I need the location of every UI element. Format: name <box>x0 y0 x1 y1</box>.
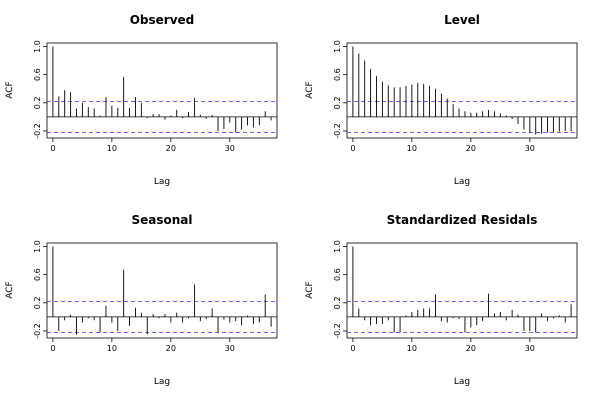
y-tick-label: 0.2 <box>33 296 42 309</box>
panel-seasonal: Seasonal ACF Lag -0.2 0.2 0.6 1.0 0 10 20 30 <box>5 213 278 387</box>
plot-area: -0.2 0.2 0.6 1.0 0 10 20 30 <box>333 40 578 153</box>
panel-title: Level <box>444 13 480 27</box>
plot-frame <box>346 42 578 139</box>
y-tick-label: -0.2 <box>33 123 42 139</box>
panel-title: Observed <box>130 13 195 27</box>
y-tick-label: 1.0 <box>33 240 42 253</box>
plot-area: -0.2 0.2 0.6 1.0 0 10 20 30 <box>33 40 278 153</box>
y-tick-label: -0.2 <box>333 323 342 339</box>
y-tick-label: -0.2 <box>333 123 342 139</box>
y-axis-label: ACF <box>305 281 315 298</box>
y-axis-label: ACF <box>5 281 15 298</box>
y-tick-label: 1.0 <box>33 40 42 53</box>
x-tick-label: 30 <box>225 144 235 153</box>
plot-frame <box>46 242 278 339</box>
x-tick-label: 20 <box>166 144 176 153</box>
x-tick-label: 30 <box>525 344 535 353</box>
x-tick-label: 10 <box>407 344 417 353</box>
panel-level: Level ACF Lag -0.2 0.2 0.6 1.0 0 10 20 30 <box>305 13 578 187</box>
x-tick-label: 20 <box>466 344 476 353</box>
x-axis-label: Lag <box>454 177 470 187</box>
panel-title: Standardized Residals <box>387 213 538 227</box>
y-tick-label: 0.2 <box>33 96 42 109</box>
x-tick-label: 30 <box>225 344 235 353</box>
y-tick-label: -0.2 <box>33 323 42 339</box>
x-tick-label: 0 <box>50 144 55 153</box>
y-tick-label: 0.6 <box>333 268 342 281</box>
panel-observed: Observed ACF Lag -0.2 0.2 0.6 1.0 0 10 20 30 <box>5 13 278 187</box>
x-axis-label: Lag <box>454 377 470 387</box>
y-tick-label: 0.6 <box>333 68 342 81</box>
y-axis-label: ACF <box>5 81 15 98</box>
x-tick-label: 10 <box>407 144 417 153</box>
x-tick-label: 10 <box>107 144 117 153</box>
plot-area: -0.2 0.2 0.6 1.0 0 10 20 30 <box>33 240 278 353</box>
x-tick-label: 0 <box>50 344 55 353</box>
panel-standardized-residuals: Standardized Residals ACF Lag -0.2 0.2 0.6… <box>305 213 578 387</box>
x-tick-label: 0 <box>350 344 355 353</box>
plot-frame <box>346 242 578 339</box>
y-tick-label: 0.6 <box>33 268 42 281</box>
plot-frame <box>46 42 278 139</box>
x-tick-label: 20 <box>466 144 476 153</box>
panel-title: Seasonal <box>131 213 192 227</box>
x-axis-label: Lag <box>154 177 170 187</box>
y-tick-label: 0.6 <box>33 68 42 81</box>
x-tick-label: 30 <box>525 144 535 153</box>
y-tick-label: 0.2 <box>333 296 342 309</box>
x-tick-label: 10 <box>107 344 117 353</box>
x-axis-label: Lag <box>154 377 170 387</box>
x-tick-label: 0 <box>350 144 355 153</box>
y-tick-label: 1.0 <box>333 240 342 253</box>
plot-area: -0.2 0.2 0.6 1.0 0 10 20 30 <box>333 240 578 353</box>
y-axis-label: ACF <box>305 81 315 98</box>
y-tick-label: 0.2 <box>333 96 342 109</box>
x-tick-label: 20 <box>166 344 176 353</box>
y-tick-label: 1.0 <box>333 40 342 53</box>
